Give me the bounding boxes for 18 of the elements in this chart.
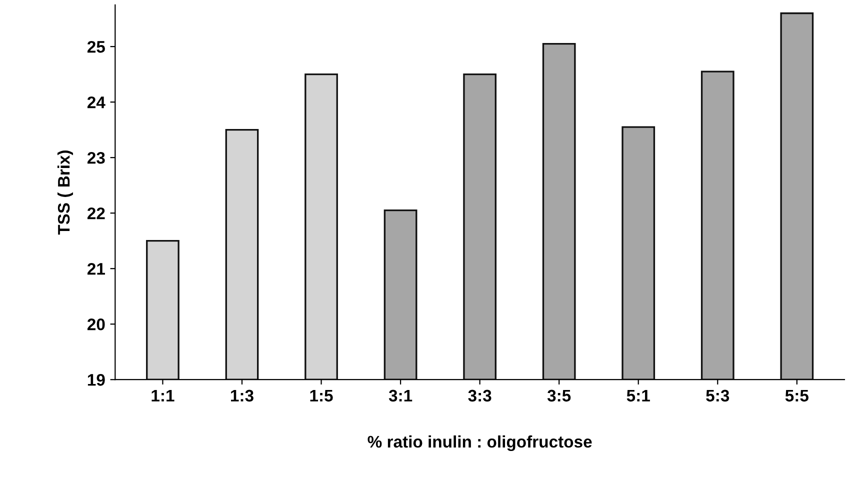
x-tick-label: 5:1 <box>626 390 650 402</box>
x-tick-label: 1:5 <box>310 390 333 402</box>
x-tick-label: 3:3 <box>468 390 492 402</box>
y-tick-label: 20 <box>87 318 105 330</box>
y-tick-label: 21 <box>87 262 105 275</box>
x-axis-title: % ratio inulin : oligofructose <box>368 435 592 452</box>
y-tick-label: 22 <box>87 207 105 220</box>
y-tick-label: 24 <box>87 96 106 108</box>
x-tick-label: 1:1 <box>152 390 174 402</box>
x-tick-label: 5:5 <box>785 390 808 402</box>
y-tick-label: 19 <box>88 374 105 386</box>
x-tick-label: 5:3 <box>706 390 730 402</box>
x-tick-label: 3:5 <box>547 390 571 402</box>
x-tick-label: 3:1 <box>388 390 412 402</box>
y-tick-label: 23 <box>87 152 105 164</box>
x-tick-label: 1:3 <box>231 390 254 402</box>
y-axis-title: TSS ( Brix) <box>57 150 74 235</box>
y-tick-label: 25 <box>87 40 105 53</box>
